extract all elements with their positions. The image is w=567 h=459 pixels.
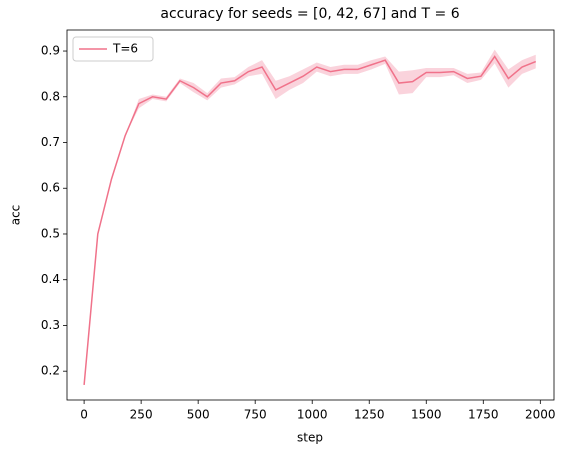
x-tick-label: 500: [187, 408, 210, 422]
y-tick-label: 0.8: [41, 89, 60, 103]
y-tick-label: 0.5: [41, 226, 60, 240]
x-tick-label: 2000: [525, 408, 556, 422]
legend-box: [72, 36, 154, 62]
y-tick-label: 0.9: [41, 44, 60, 58]
y-tick-label: 0.3: [41, 318, 60, 332]
y-axis-label: acc: [9, 205, 23, 226]
chart-title: accuracy for seeds = [0, 42, 67] and T =…: [160, 6, 459, 22]
plot-frame: [66, 29, 555, 401]
x-tick-label: 1500: [411, 408, 442, 422]
y-tick-label: 0.2: [41, 364, 60, 378]
x-tick-label: 1000: [297, 408, 328, 422]
x-tick-label: 1750: [468, 408, 499, 422]
x-tick-label: 0: [80, 408, 88, 422]
y-tick-label: 0.6: [41, 181, 60, 195]
legend-label: T=6: [112, 42, 138, 56]
x-tick-label: 750: [244, 408, 267, 422]
x-tick-label: 250: [130, 408, 153, 422]
x-axis-label: step: [297, 431, 323, 445]
y-tick-label: 0.4: [41, 272, 60, 286]
x-tick-label: 1250: [354, 408, 385, 422]
y-tick-label: 0.7: [41, 135, 60, 149]
line: [83, 55, 537, 385]
confidence-band: [84, 49, 536, 385]
